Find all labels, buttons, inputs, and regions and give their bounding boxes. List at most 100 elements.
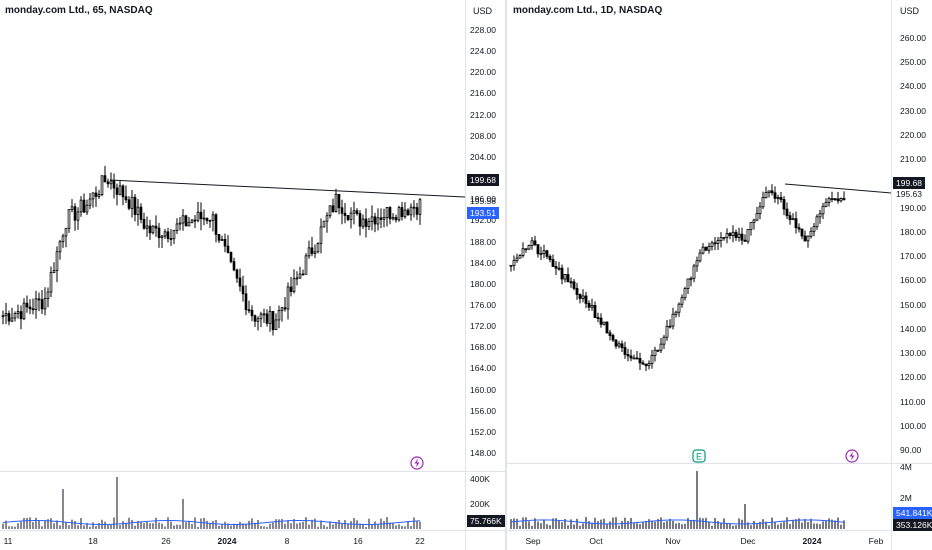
volume-bar — [374, 521, 376, 529]
right-volume-value-badge-top: 541.841K — [893, 507, 932, 519]
volume-bar — [203, 517, 205, 529]
volume-bar — [248, 520, 250, 529]
candle-body — [352, 210, 356, 214]
candle-body — [226, 245, 230, 253]
candle-body — [728, 233, 732, 236]
candle-body — [382, 216, 386, 220]
svg-text:E: E — [696, 452, 702, 462]
volume-bar — [59, 525, 61, 529]
volume-bar — [296, 523, 298, 529]
volume-bars — [2, 477, 421, 529]
volume-bar — [771, 517, 773, 529]
volume-bar — [287, 520, 289, 529]
candle-body — [256, 318, 260, 322]
volume-bar — [705, 517, 707, 529]
volume-bar — [404, 526, 406, 529]
candle-body — [61, 235, 65, 243]
volume-bar — [35, 517, 37, 529]
volume-bar — [23, 518, 25, 529]
volume-bar — [684, 523, 686, 529]
candle-body — [220, 239, 224, 241]
candle-body — [530, 240, 534, 246]
lightning-icon[interactable] — [845, 449, 859, 463]
candle-body — [656, 349, 660, 352]
volume-bar — [77, 525, 79, 529]
volume-bar — [224, 521, 226, 529]
volume-bar — [672, 520, 674, 529]
volume-bar — [269, 523, 271, 529]
left-chart-canvas[interactable] — [0, 0, 505, 550]
pane-divider[interactable] — [505, 0, 507, 550]
candle-body — [638, 358, 642, 364]
candle-body — [524, 248, 528, 251]
candle-body — [563, 274, 567, 280]
candle-body — [367, 221, 371, 227]
volume-bar — [389, 522, 391, 529]
candle-body — [683, 288, 687, 299]
candle-body — [349, 212, 353, 221]
right-resistance-price-badge: 199.68 — [893, 177, 925, 189]
candle-body — [37, 298, 41, 301]
candle-body — [557, 267, 561, 270]
candle-body — [106, 181, 110, 185]
resistance-trendline[interactable] — [784, 183, 892, 194]
candle-body — [767, 190, 771, 193]
candle-body — [283, 307, 287, 310]
candle-body — [148, 225, 152, 234]
volume-bar — [729, 523, 731, 529]
candle-body — [133, 196, 137, 215]
volume-bar — [633, 522, 635, 529]
candle-body — [208, 219, 212, 222]
left-price-tick: 168.00 — [470, 342, 496, 353]
candle-body — [241, 285, 245, 295]
candle-body — [373, 216, 377, 225]
volume-bar — [732, 525, 734, 529]
candle-body — [713, 242, 717, 245]
candle-body — [319, 226, 323, 244]
left-currency-label[interactable]: USD — [473, 6, 493, 16]
right-chart-pane[interactable]: monday.com Ltd., 1D, NASDAQ USD 260.00 25… — [507, 0, 932, 550]
candle-body — [307, 247, 311, 257]
candle-body — [515, 257, 519, 262]
volume-bar — [185, 522, 187, 529]
candle-body — [166, 231, 170, 239]
volume-bar — [669, 518, 671, 529]
resistance-trendline[interactable] — [109, 179, 466, 198]
candle-body — [169, 238, 173, 240]
right-price-axis-border — [891, 0, 892, 550]
candle-body — [590, 305, 594, 308]
lightning-icon[interactable] — [410, 456, 424, 470]
candle-body — [85, 204, 89, 213]
candle-body — [803, 235, 807, 242]
candle-body — [91, 192, 95, 200]
volume-bar — [29, 517, 31, 529]
candle-body — [181, 215, 185, 224]
volume-bar — [660, 517, 662, 529]
left-date-label: 18 — [88, 536, 98, 546]
volume-bar — [416, 520, 418, 529]
volume-bar — [263, 526, 265, 529]
left-price-tick: 184.00 — [470, 257, 496, 268]
left-price-tick: 220.00 — [470, 67, 496, 78]
right-price-tick: 150.00 — [900, 299, 926, 310]
right-currency-label[interactable]: USD — [900, 6, 920, 16]
volume-bar — [191, 523, 193, 529]
volume-bar — [398, 524, 400, 529]
candle-body — [704, 246, 708, 251]
earnings-badge-icon[interactable]: E — [692, 449, 706, 463]
volume-bar — [293, 519, 295, 529]
left-date-label: 26 — [161, 536, 171, 546]
candle-body — [662, 336, 666, 345]
right-chart-canvas[interactable] — [507, 0, 932, 550]
candle-body — [779, 197, 783, 200]
volume-bar — [573, 524, 575, 529]
left-chart-pane[interactable]: monday.com Ltd., 65, NASDAQ USD 228.00 22… — [0, 0, 505, 550]
volume-bar — [555, 518, 557, 529]
left-price-tick: 172.00 — [470, 321, 496, 332]
candle-body — [73, 206, 77, 221]
candle-body — [602, 321, 606, 325]
candle-body — [809, 230, 813, 237]
right-volume-tick: 4M — [900, 462, 912, 472]
candle-body — [340, 207, 344, 214]
candle-body — [292, 278, 296, 292]
